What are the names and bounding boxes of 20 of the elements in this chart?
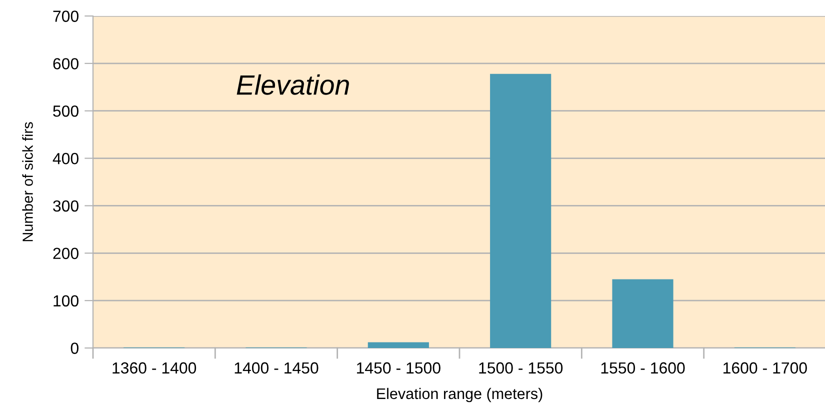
y-tick-label: 600 — [53, 58, 78, 70]
y-axis-title: Number of sick firs — [22, 122, 33, 242]
y-tick-label: 200 — [53, 248, 78, 260]
x-tick-label: 1450 - 1500 — [357, 362, 440, 374]
x-tick-label: 1400 - 1450 — [234, 362, 318, 374]
bar — [368, 342, 429, 348]
y-tick-label: 700 — [53, 10, 78, 22]
x-tick-label: 1550 - 1600 — [601, 362, 685, 374]
x-tick-label: 1600 - 1700 — [724, 362, 807, 374]
x-tick-label: 1500 - 1550 — [479, 362, 563, 374]
y-tick-label: 400 — [52, 152, 78, 164]
y-tick-label: 500 — [53, 105, 78, 117]
y-tick-label: 100 — [54, 295, 78, 307]
y-tick-label: 0 — [70, 342, 78, 354]
bar — [490, 74, 552, 348]
x-tick-label: 1360 - 1400 — [112, 362, 196, 374]
y-tick-label: 300 — [53, 200, 78, 212]
bar — [612, 279, 674, 348]
annotation: Elevation — [236, 74, 349, 95]
x-axis-title: Elevation range (meters) — [377, 388, 542, 402]
